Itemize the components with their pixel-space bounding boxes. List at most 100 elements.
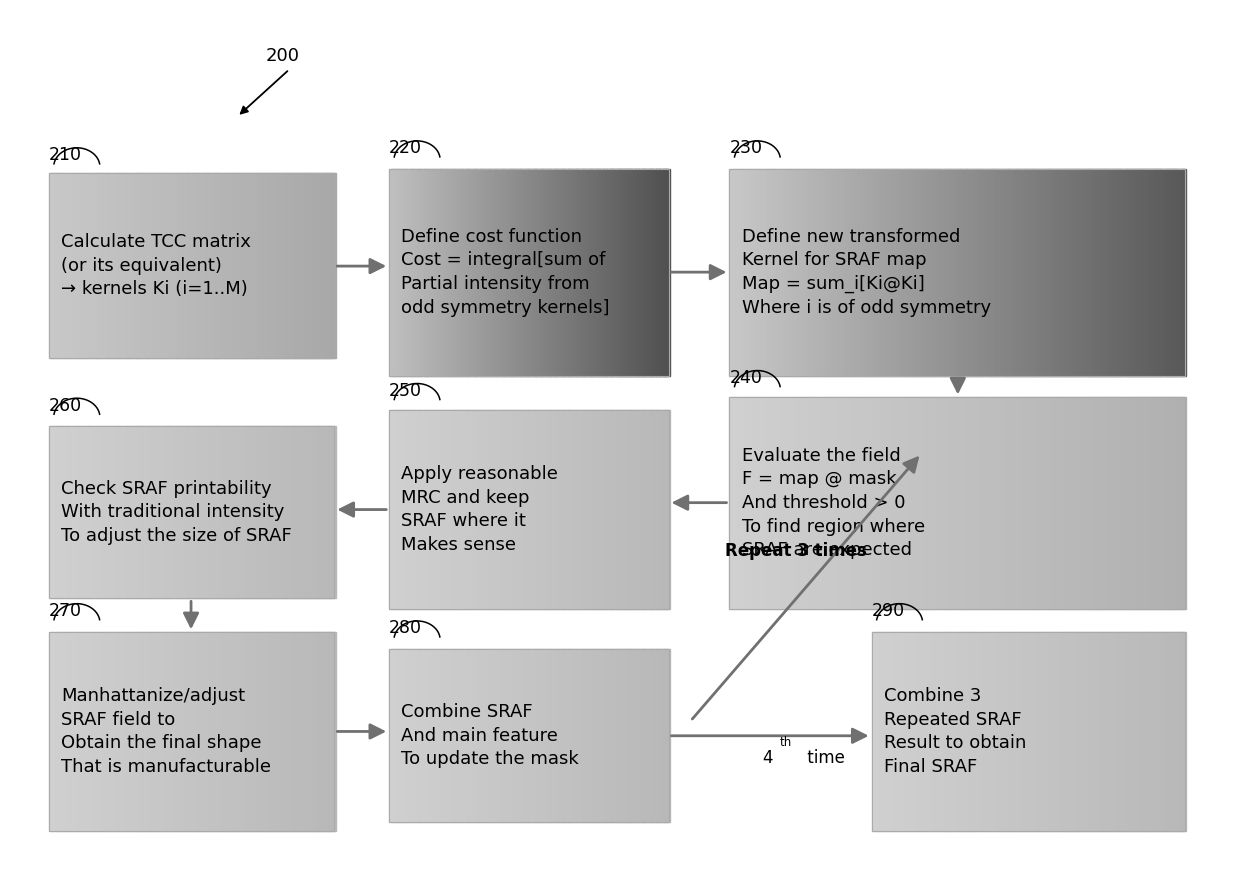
Bar: [895, 633, 898, 831]
Bar: [520, 649, 522, 822]
Bar: [61, 633, 63, 831]
Bar: [928, 397, 931, 609]
Bar: [175, 633, 177, 831]
Bar: [269, 426, 272, 598]
Text: Repeat 3 times: Repeat 3 times: [725, 542, 867, 560]
Bar: [608, 168, 610, 376]
Bar: [1028, 168, 1032, 376]
Bar: [1105, 397, 1109, 609]
Bar: [91, 633, 93, 831]
Bar: [583, 411, 587, 609]
Bar: [613, 168, 615, 376]
Bar: [563, 649, 565, 822]
Bar: [407, 649, 410, 822]
Bar: [954, 633, 956, 831]
Bar: [914, 633, 916, 831]
Bar: [570, 168, 573, 376]
Bar: [1032, 633, 1034, 831]
Bar: [331, 173, 335, 359]
Bar: [438, 649, 440, 822]
Bar: [1064, 633, 1068, 831]
Bar: [301, 173, 304, 359]
Bar: [961, 633, 963, 831]
Bar: [905, 397, 909, 609]
Bar: [739, 397, 742, 609]
Bar: [590, 411, 593, 609]
Bar: [601, 168, 604, 376]
Bar: [404, 411, 407, 609]
Bar: [475, 411, 477, 609]
Bar: [98, 426, 100, 598]
Bar: [522, 649, 525, 822]
Bar: [1025, 168, 1029, 376]
Bar: [124, 426, 128, 598]
Bar: [190, 633, 193, 831]
Bar: [114, 633, 118, 831]
Bar: [1115, 168, 1118, 376]
Bar: [402, 411, 404, 609]
Bar: [453, 168, 455, 376]
Bar: [895, 397, 899, 609]
Bar: [898, 397, 901, 609]
Bar: [272, 426, 274, 598]
Bar: [254, 633, 257, 831]
Bar: [53, 426, 56, 598]
Bar: [1114, 633, 1116, 831]
Bar: [218, 426, 222, 598]
Bar: [770, 168, 774, 376]
Bar: [410, 649, 413, 822]
Bar: [614, 649, 616, 822]
Bar: [246, 426, 248, 598]
Bar: [908, 168, 910, 376]
Bar: [1014, 397, 1018, 609]
Bar: [223, 633, 226, 831]
Bar: [502, 168, 505, 376]
Bar: [900, 397, 904, 609]
Bar: [646, 649, 649, 822]
Bar: [272, 173, 274, 359]
Bar: [1045, 633, 1048, 831]
Bar: [614, 411, 616, 609]
Text: 250: 250: [389, 382, 422, 400]
Bar: [128, 633, 130, 831]
Bar: [506, 649, 510, 822]
Bar: [574, 649, 577, 822]
Bar: [909, 168, 913, 376]
Bar: [998, 633, 1002, 831]
Bar: [622, 168, 625, 376]
Bar: [57, 173, 60, 359]
Bar: [508, 649, 511, 822]
Bar: [1028, 633, 1032, 831]
Bar: [286, 173, 289, 359]
Bar: [1178, 397, 1182, 609]
Bar: [293, 426, 295, 598]
Bar: [231, 426, 233, 598]
Bar: [854, 397, 858, 609]
Bar: [224, 633, 227, 831]
Bar: [570, 411, 573, 609]
Bar: [153, 426, 156, 598]
Bar: [301, 633, 304, 831]
Bar: [71, 173, 73, 359]
Bar: [260, 173, 263, 359]
Bar: [434, 411, 436, 609]
Bar: [652, 168, 655, 376]
Bar: [73, 173, 76, 359]
Bar: [128, 426, 130, 598]
Bar: [585, 649, 588, 822]
Bar: [1083, 397, 1086, 609]
Bar: [51, 173, 53, 359]
Bar: [1171, 633, 1174, 831]
Bar: [908, 397, 910, 609]
Bar: [1180, 397, 1184, 609]
Bar: [495, 411, 498, 609]
Bar: [998, 168, 1002, 376]
Bar: [139, 633, 141, 831]
Bar: [134, 173, 138, 359]
Bar: [330, 173, 332, 359]
Bar: [95, 173, 99, 359]
Bar: [1096, 633, 1099, 831]
Bar: [985, 168, 988, 376]
Bar: [574, 411, 577, 609]
Bar: [754, 397, 758, 609]
